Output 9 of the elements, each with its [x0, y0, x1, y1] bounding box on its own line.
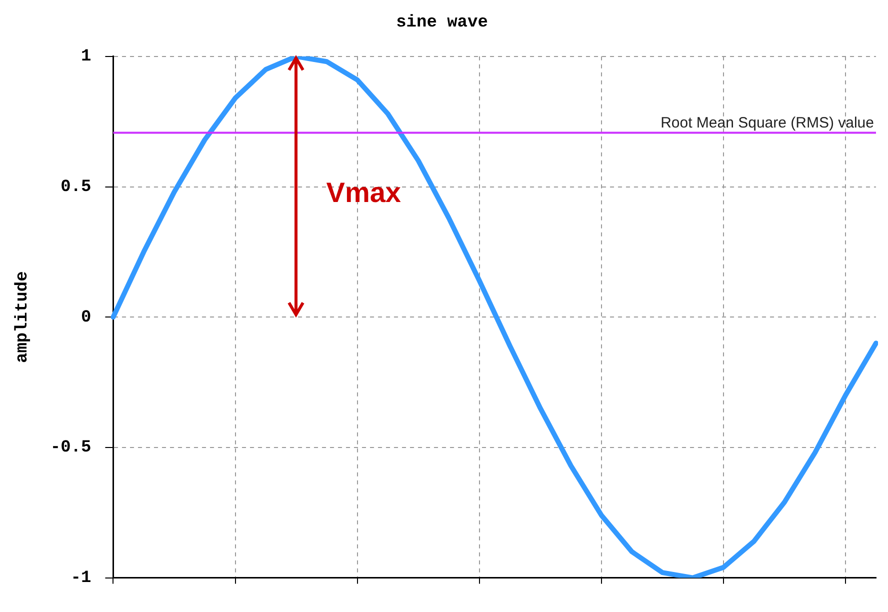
- y-tick-label: -1: [70, 569, 92, 588]
- y-tick-label: 0.5: [60, 178, 92, 198]
- annotation: Vmax: [326, 176, 401, 209]
- ref-line-label: Root Mean Square (RMS) value: [660, 114, 874, 132]
- y-axis-title: amplitude: [13, 271, 32, 364]
- y-tick-label: -0.5: [50, 438, 92, 458]
- y-tick-label: 1: [81, 48, 92, 67]
- y-tick-label: 0: [81, 308, 92, 328]
- chart-title: sine wave: [396, 13, 488, 32]
